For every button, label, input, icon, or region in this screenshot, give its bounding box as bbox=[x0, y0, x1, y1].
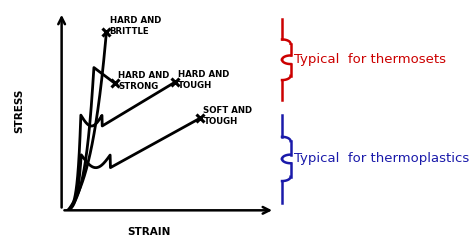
Text: Typical  for thermoplastics: Typical for thermoplastics bbox=[294, 152, 469, 165]
Text: HARD AND
BRITTLE: HARD AND BRITTLE bbox=[109, 16, 161, 36]
Text: STRAIN: STRAIN bbox=[128, 227, 171, 237]
Text: STRESS: STRESS bbox=[14, 89, 24, 133]
Text: SOFT AND
TOUGH: SOFT AND TOUGH bbox=[203, 106, 253, 126]
Text: Typical  for thermosets: Typical for thermosets bbox=[294, 53, 446, 66]
Text: HARD AND
STRONG: HARD AND STRONG bbox=[118, 71, 170, 92]
Text: HARD AND
TOUGH: HARD AND TOUGH bbox=[178, 70, 229, 90]
